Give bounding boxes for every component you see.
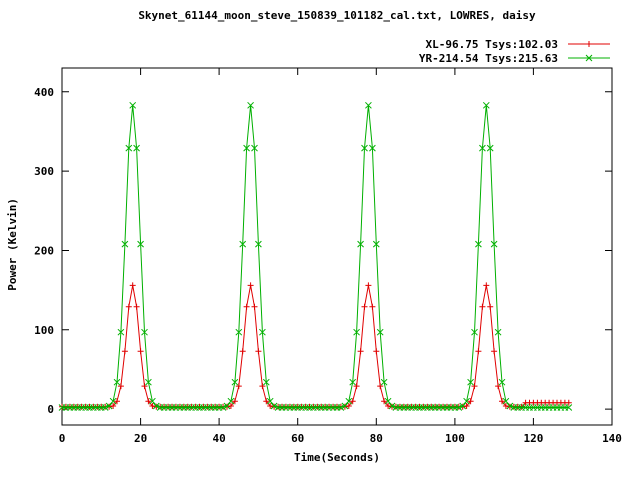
chart-title: Skynet_61144_moon_steve_150839_101182_ca… <box>138 9 536 22</box>
legend-sample-x-marker <box>568 54 610 62</box>
series-line-1 <box>62 105 569 408</box>
plot-border <box>61 67 613 426</box>
x-tick-label: 40 <box>212 432 225 445</box>
legend-sample-plus-marker <box>568 41 610 47</box>
legend: XL-96.75 Tsys:102.03 YR-214.54 Tsys:215.… <box>419 37 612 65</box>
legend-entry-yr: YR-214.54 Tsys:215.63 <box>419 51 612 65</box>
x-tick-label: 80 <box>370 432 383 445</box>
y-axis-label: Power (Kelvin) <box>6 198 19 291</box>
y-tick-label: 300 <box>34 165 54 178</box>
series-line-0 <box>62 285 569 408</box>
y-tick-label: 200 <box>34 245 54 258</box>
x-tick-label: 60 <box>291 432 304 445</box>
series-markers-1 <box>58 101 573 411</box>
legend-label-xl: XL-96.75 Tsys:102.03 <box>425 37 558 51</box>
x-tick-label: 0 <box>59 432 66 445</box>
x-tick-label: 140 <box>602 432 622 445</box>
y-tick-label: 100 <box>34 324 54 337</box>
legend-label-yr: YR-214.54 Tsys:215.63 <box>418 51 558 65</box>
x-tick-label: 100 <box>445 432 465 445</box>
y-tick-label: 400 <box>34 86 54 99</box>
x-axis-label: Time(Seconds) <box>293 451 381 464</box>
legend-entry-xl: XL-96.75 Tsys:102.03 <box>419 37 612 51</box>
y-tick-label: 0 <box>47 403 54 416</box>
x-tick-label: 120 <box>523 432 543 445</box>
x-tick-label: 20 <box>134 432 147 445</box>
